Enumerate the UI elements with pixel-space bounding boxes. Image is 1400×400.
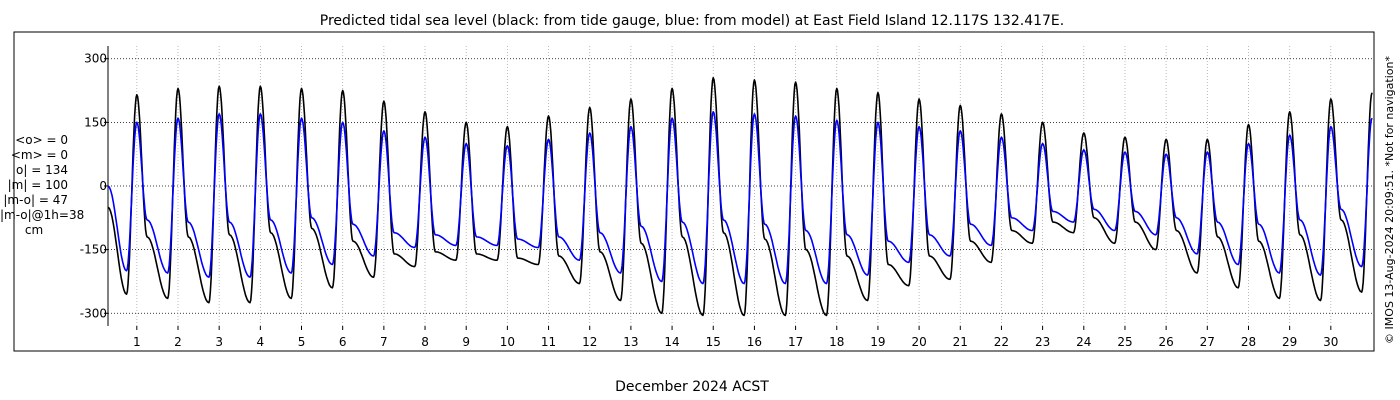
outer-frame: [13, 31, 1375, 352]
x-tick-label: 21: [953, 335, 968, 349]
x-tick-label: 24: [1076, 335, 1091, 349]
credit-text: © IMOS 13-Aug-2024 20:09:51. *Not for na…: [1383, 56, 1396, 344]
y-tick-label: -300: [80, 306, 107, 320]
x-tick-label: 3: [215, 335, 223, 349]
x-tick-label: 9: [462, 335, 470, 349]
x-tick-label: 25: [1117, 335, 1132, 349]
stats-panel: <o> = 0 <m> = 0 |o| = 134 |m| = 100 |m-o…: [0, 133, 85, 238]
x-tick-label: 11: [541, 335, 556, 349]
y-tick-label: 300: [84, 52, 107, 66]
y-tick-label: 150: [84, 115, 107, 129]
x-tick-label: 16: [747, 335, 762, 349]
stat-mean-model: <m> = 0: [10, 148, 68, 162]
stat-abs-difference-1h: |m-o|@1h=38: [0, 208, 85, 222]
y-tick-label: -150: [80, 243, 107, 257]
x-tick-label: 28: [1241, 335, 1256, 349]
series-layer: [107, 77, 1373, 317]
x-tick-label: 15: [706, 335, 721, 349]
x-tick-label: 7: [380, 335, 388, 349]
x-tick-label: 12: [582, 335, 597, 349]
x-axis: 1 2 3 4 5 6 7 8 9 10 11 12 13 14 15 16 17 18 19 20 21 22 23 24 2…: [133, 326, 1338, 349]
stat-abs-model: |m| = 100: [7, 178, 68, 192]
x-tick-label: 1: [133, 335, 141, 349]
x-axis-label: December 2024 ACST: [615, 379, 769, 395]
chart-title: Predicted tidal sea level (black: from t…: [320, 13, 1064, 29]
x-tick-label: 30: [1323, 335, 1338, 349]
x-tick-label: 6: [339, 335, 347, 349]
x-tick-label: 29: [1282, 335, 1297, 349]
x-tick-label: 14: [664, 335, 679, 349]
x-tick-label: 4: [257, 335, 265, 349]
x-tick-label: 10: [500, 335, 515, 349]
x-tick-label: 2: [174, 335, 182, 349]
x-tick-label: 19: [870, 335, 885, 349]
x-tick-label: 17: [788, 335, 803, 349]
y-axis: 300 150 0 -150 -300: [80, 46, 109, 326]
x-tick-label: 8: [421, 335, 429, 349]
x-tick-label: 26: [1158, 335, 1173, 349]
x-tick-label: 13: [623, 335, 638, 349]
x-tick-label: 18: [829, 335, 844, 349]
x-tick-label: 5: [298, 335, 306, 349]
x-tick-label: 27: [1200, 335, 1215, 349]
x-tick-label: 20: [911, 335, 926, 349]
y-tick-label: 0: [99, 179, 107, 193]
stat-units: cm: [24, 223, 44, 237]
stat-mean-observed: <o> = 0: [15, 133, 68, 147]
stat-abs-observed: |o| = 134: [11, 163, 68, 177]
x-tick-label: 22: [994, 335, 1009, 349]
stat-abs-difference: |m-o| = 47: [3, 193, 68, 207]
x-tick-label: 23: [1035, 335, 1050, 349]
series-line-model: [107, 111, 1373, 285]
